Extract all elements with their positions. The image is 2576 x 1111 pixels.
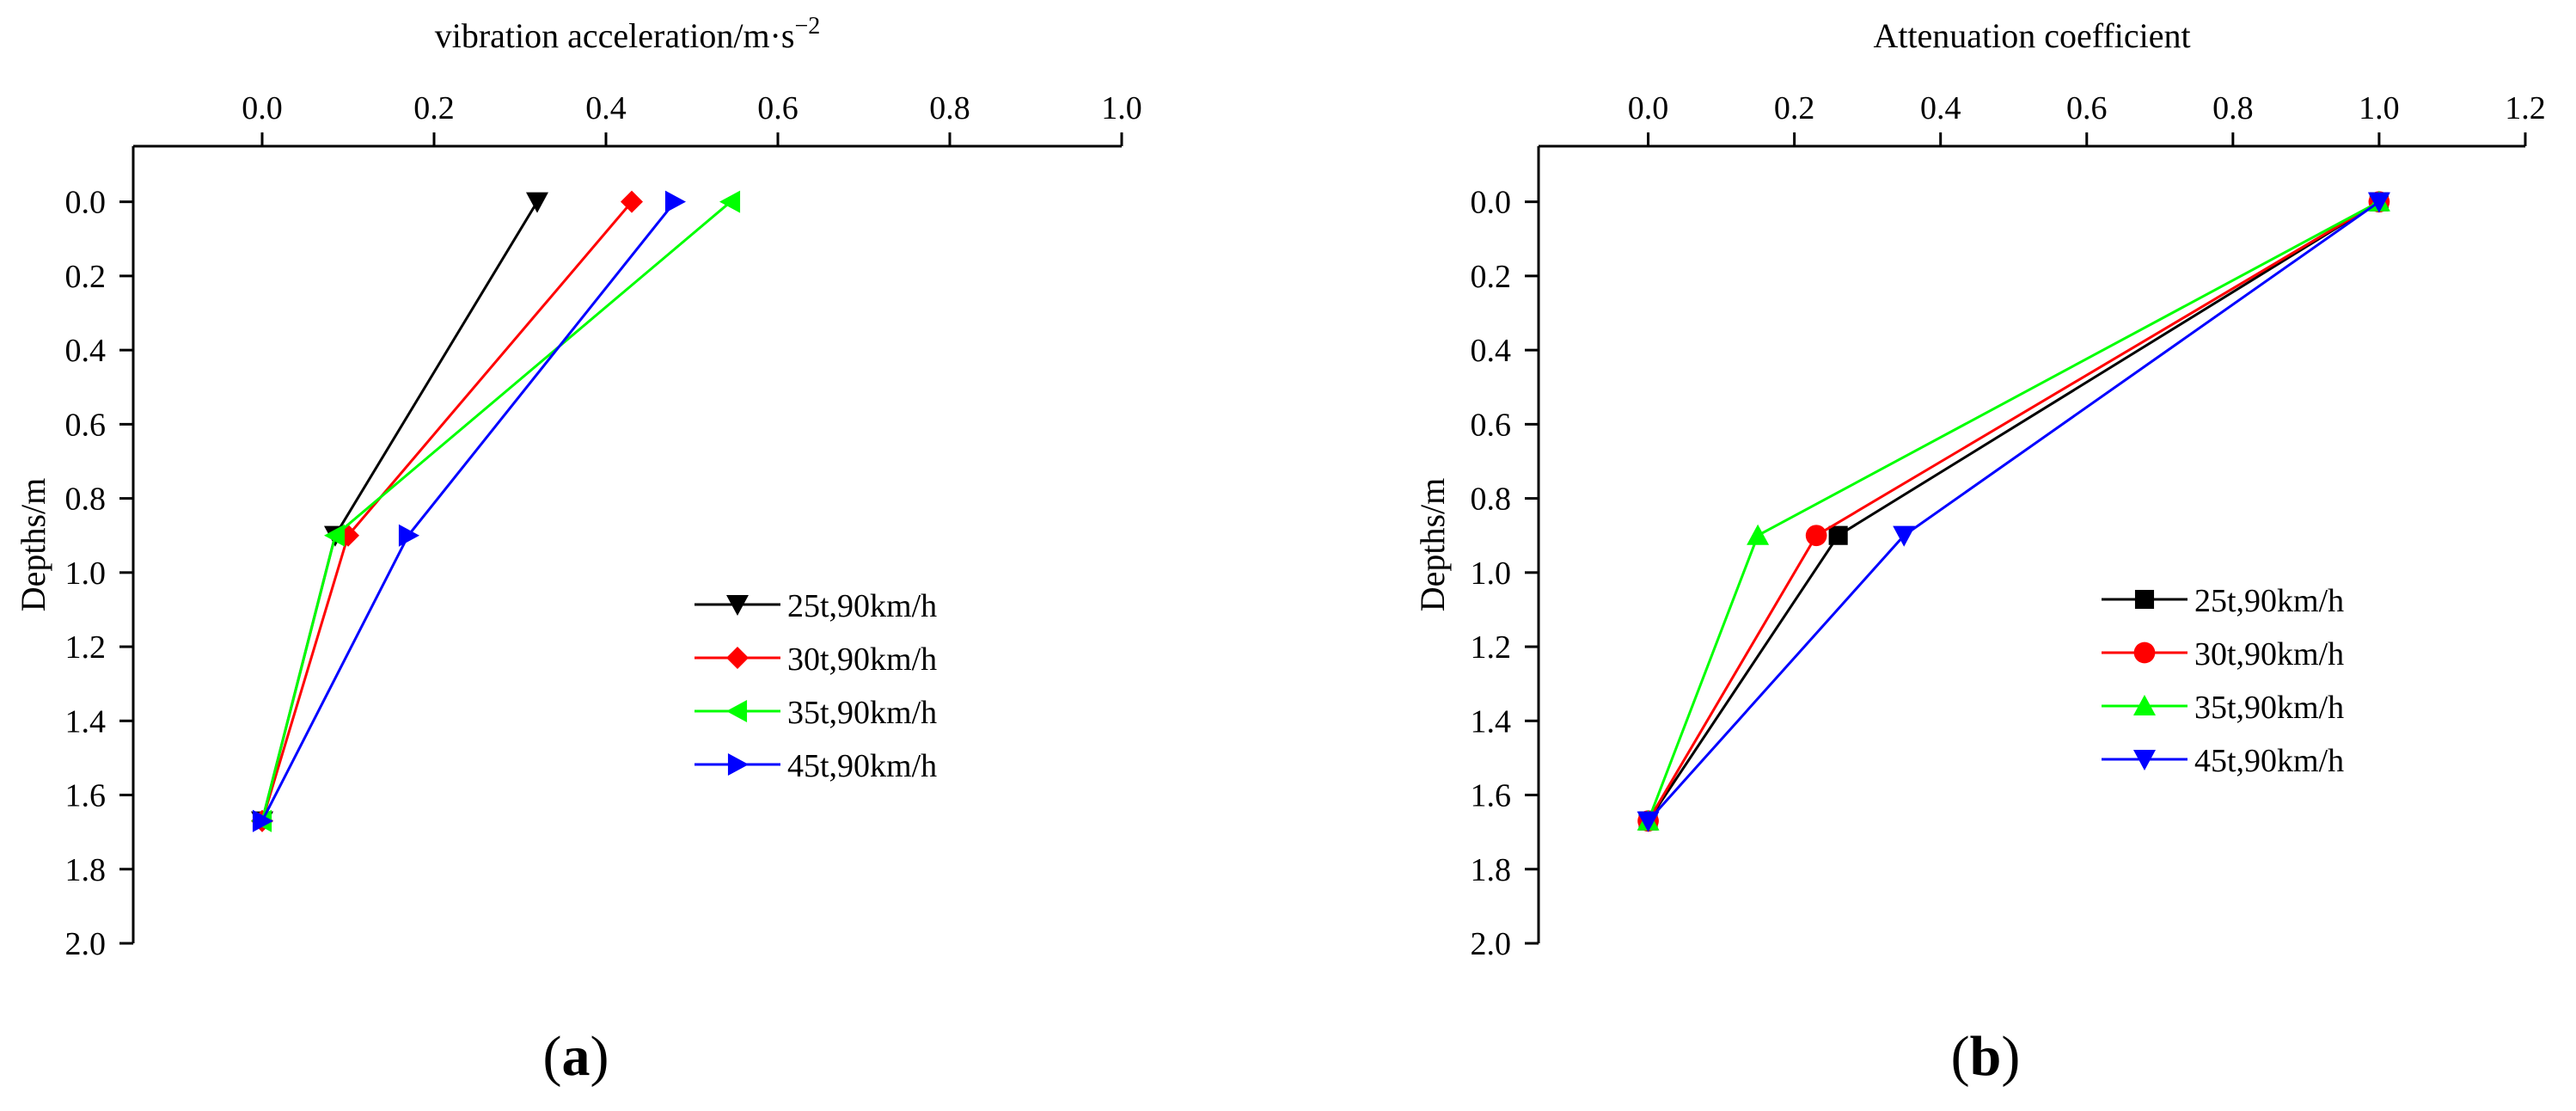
y-tick-label: 1.4	[65, 703, 107, 740]
series-45t,90km/h	[1637, 192, 2390, 832]
y-axis-title: Depths/m	[14, 478, 52, 612]
y-tick-label: 0.0	[1471, 185, 1512, 221]
y-tick-label: 2.0	[1471, 926, 1512, 962]
y-tick-label: 1.0	[1471, 556, 1512, 592]
legend-marker	[2133, 641, 2156, 664]
legend-marker	[727, 753, 749, 776]
series-line	[1647, 200, 2380, 822]
x-axis-title-superscript: −2	[794, 13, 820, 40]
series-line	[260, 200, 633, 822]
x-tick-label: 0.4	[585, 90, 627, 126]
y-tick-label: 0.4	[1471, 333, 1512, 369]
y-tick-label: 1.6	[65, 778, 107, 814]
series-line	[1647, 200, 2380, 822]
x-tick-label: 0.6	[757, 90, 798, 126]
legend: 25t,90km/h 30t,90km/h 35t,90km/h 45t,90km/h	[2102, 583, 2344, 779]
series-45t,90km/h	[252, 190, 686, 832]
panel-label-close: )	[2001, 1025, 2020, 1088]
data-point	[719, 190, 741, 213]
legend-label: 25t,90km/h	[2194, 583, 2344, 619]
chart-panel-a: 0.0 0.2 0.4 0.6 0.8 1.0 0.0 0.2 0.4 0.6 0.8 1.0 1.2 1…	[14, 13, 1142, 1088]
data-point	[398, 524, 419, 547]
data-point	[621, 190, 643, 213]
y-tick-label: 0.6	[65, 407, 107, 443]
x-tick-label: 0.4	[1920, 90, 1961, 126]
y-tick-label: 1.4	[1471, 703, 1512, 740]
x-tick-label: 0.8	[2212, 90, 2254, 126]
series-line	[260, 200, 731, 822]
legend-marker	[2133, 749, 2156, 770]
x-tick-label: 1.0	[2359, 90, 2400, 126]
y-tick-label: 0.0	[65, 185, 107, 221]
legend-marker	[726, 647, 749, 669]
y-tick-label: 0.8	[65, 482, 107, 518]
series-25t,90km/h	[1638, 192, 2389, 831]
x-axis-title: Attenuation coefficient	[1873, 16, 2190, 55]
y-tick-label: 1.8	[65, 852, 107, 888]
data-point	[526, 192, 548, 213]
x-tick-label: 0.0	[242, 90, 283, 126]
legend: 25t,90km/h 30t,90km/h 35t,90km/h 45t,90km/h	[694, 588, 937, 784]
legend-marker	[2134, 589, 2155, 610]
legend-label: 30t,90km/h	[2194, 636, 2344, 672]
legend-marker	[2133, 695, 2156, 716]
x-tick-label: 0.6	[2066, 90, 2108, 126]
legend-marker	[726, 594, 749, 616]
panel-label-open: (	[543, 1025, 562, 1088]
y-tick-label: 0.2	[65, 259, 107, 295]
panel-label: (b)	[1951, 1025, 2021, 1088]
data-point	[1747, 524, 1770, 545]
series-35t,90km/h	[251, 190, 741, 832]
y-axis-title: Depths/m	[1413, 478, 1452, 612]
legend-label: 35t,90km/h	[787, 695, 937, 731]
data-point	[1828, 525, 1848, 545]
series-30t,90km/h	[1637, 191, 2390, 832]
series-line	[1647, 200, 2380, 822]
data-point	[664, 190, 686, 213]
x-tick-label: 0.2	[413, 90, 455, 126]
y-tick-label: 0.8	[1471, 482, 1512, 518]
panel-label: (a)	[543, 1025, 609, 1088]
data-point	[252, 809, 273, 832]
y-tick-label: 1.0	[65, 556, 107, 592]
panel-label-close: )	[590, 1025, 609, 1088]
x-tick-label: 0.0	[1628, 90, 1669, 126]
panel-label-letter: a	[562, 1025, 590, 1088]
panel-label-open: (	[1951, 1025, 1970, 1088]
y-tick-label: 0.6	[1471, 407, 1512, 443]
data-point	[324, 524, 346, 547]
y-tick-label: 2.0	[65, 926, 107, 962]
data-point	[1893, 525, 1916, 547]
series-line	[1647, 200, 2380, 822]
x-tick-label: 0.2	[1774, 90, 1815, 126]
legend-label: 30t,90km/h	[787, 641, 937, 678]
data-point	[2367, 192, 2390, 213]
y-tick-label: 1.8	[1471, 852, 1512, 888]
legend-marker	[726, 700, 748, 722]
panel-label-letter: b	[1970, 1025, 2002, 1088]
y-tick-label: 0.2	[1471, 259, 1512, 295]
data-point	[1637, 811, 1660, 832]
legend-label: 45t,90km/h	[787, 748, 937, 784]
x-axis-title: vibration acceleration/m·s−2	[435, 13, 821, 55]
y-tick-label: 0.4	[65, 333, 107, 369]
data-point	[1805, 525, 1827, 547]
chart-panel-b: 0.0 0.2 0.4 0.6 0.8 1.0 1.2 0.0 0.2 0.4 0.6 0.8 1.0 1…	[1413, 16, 2546, 1088]
series-35t,90km/h	[1637, 190, 2390, 831]
x-tick-label: 1.2	[2505, 90, 2546, 126]
legend-label: 25t,90km/h	[787, 588, 937, 624]
series-25t,90km/h	[251, 192, 548, 832]
x-tick-label: 1.0	[1101, 90, 1142, 126]
y-tick-label: 1.2	[65, 629, 107, 666]
series-line	[260, 200, 539, 822]
legend-label: 35t,90km/h	[2194, 690, 2344, 726]
legend-label: 45t,90km/h	[2194, 743, 2344, 779]
y-tick-label: 1.2	[1471, 629, 1512, 666]
series-30t,90km/h	[251, 190, 643, 832]
y-tick-label: 1.6	[1471, 778, 1512, 814]
series-line	[260, 200, 676, 822]
x-tick-label: 0.8	[929, 90, 970, 126]
